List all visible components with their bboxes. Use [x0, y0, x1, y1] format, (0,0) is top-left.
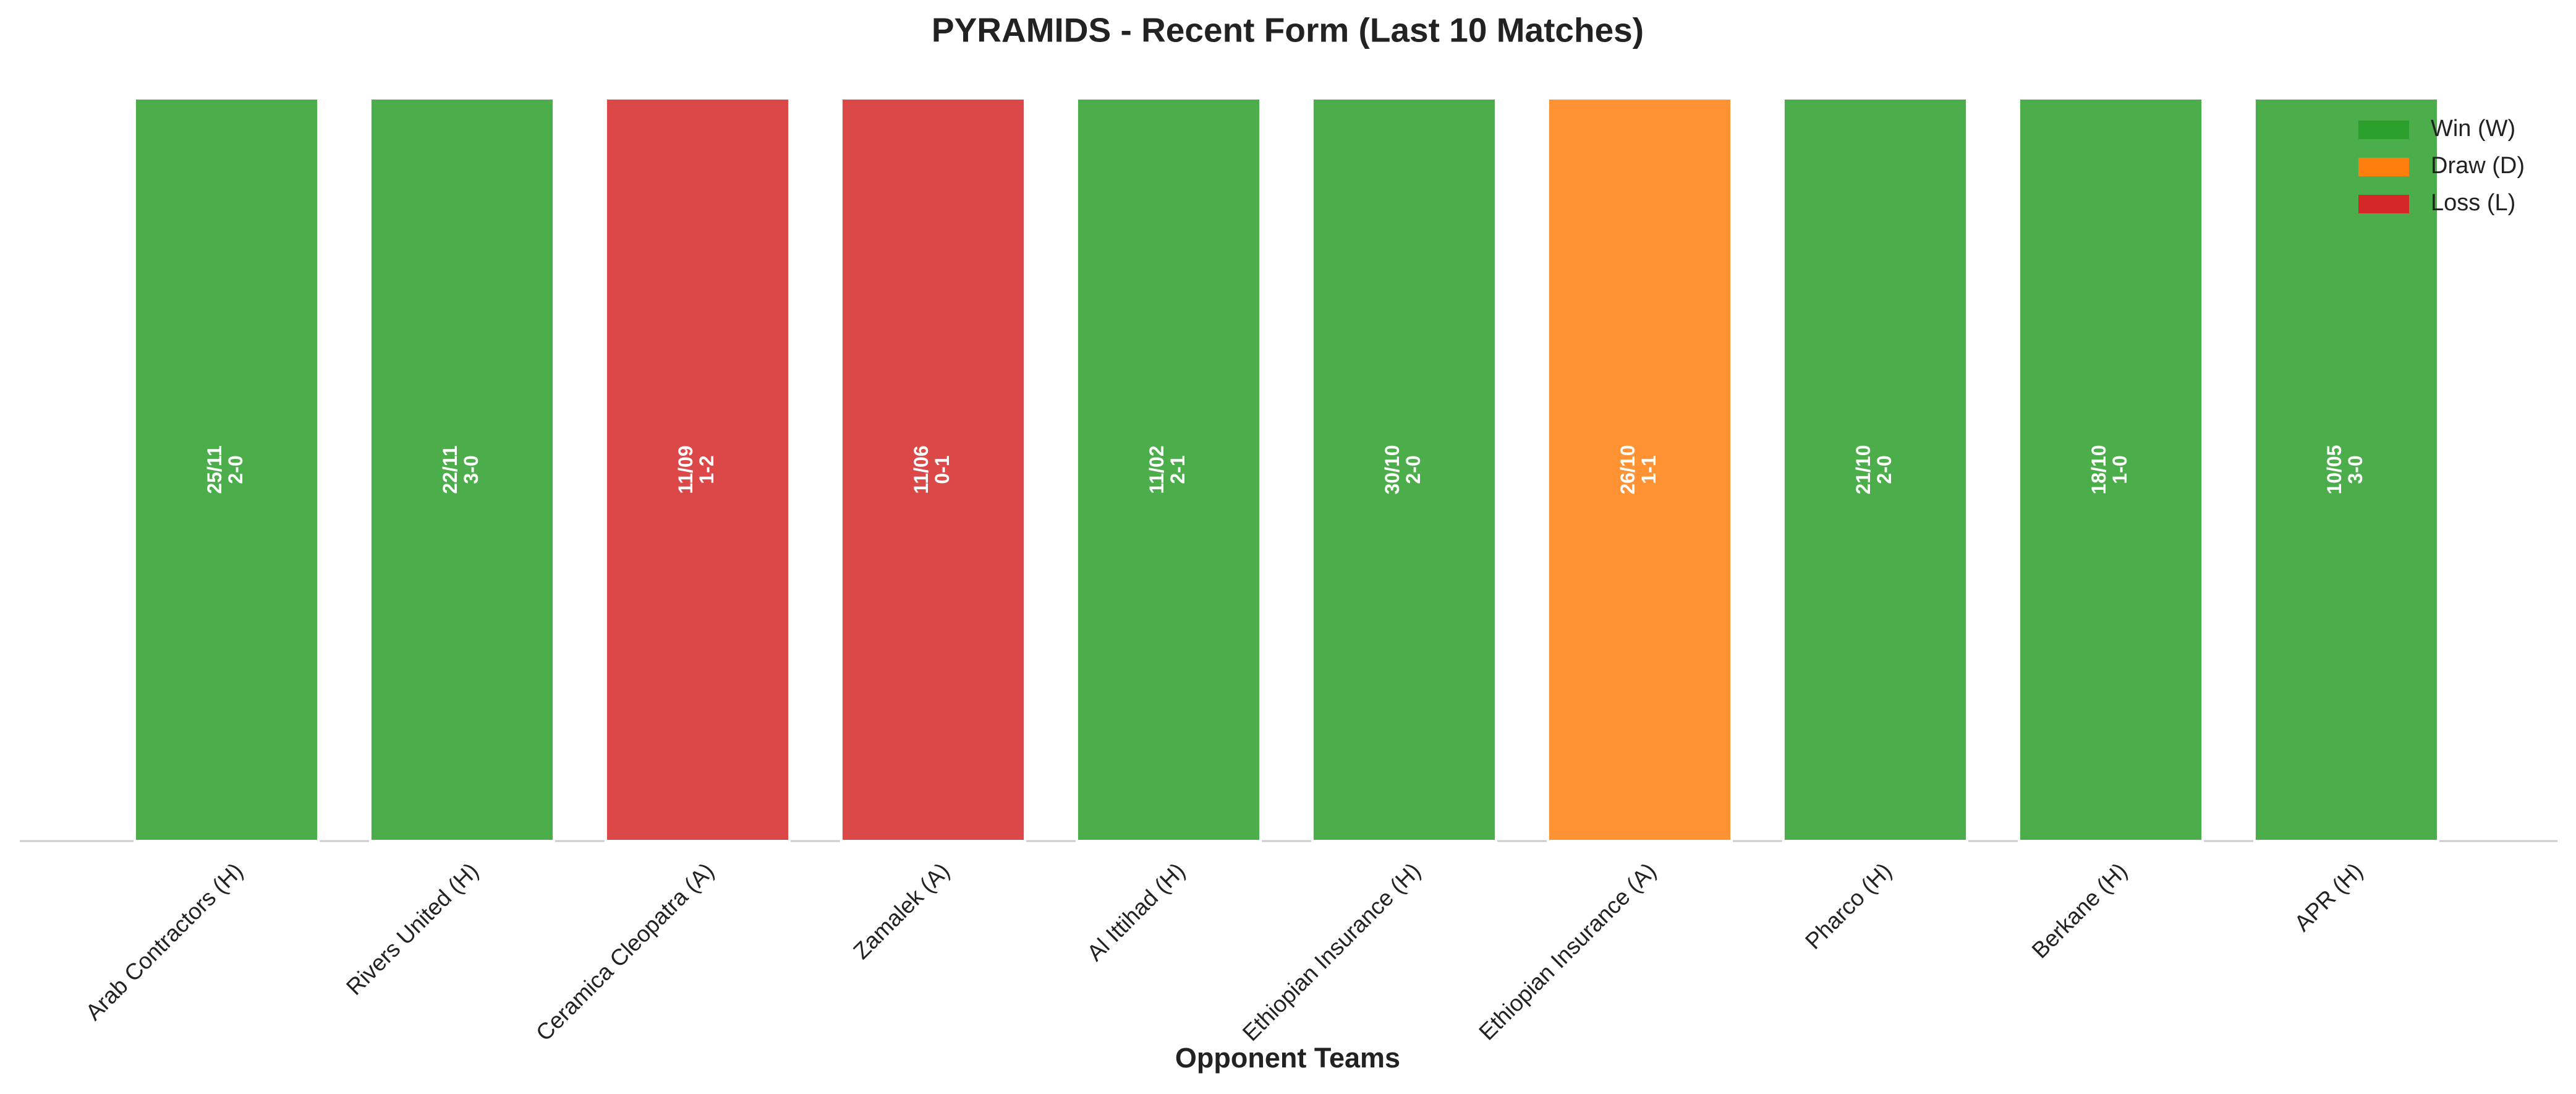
score-label: 1-1 — [1638, 455, 1660, 484]
date-label: 10/05 — [2323, 445, 2345, 494]
date-label: 30/10 — [1381, 445, 1403, 494]
date-label: 22/11 — [439, 445, 461, 494]
legend-swatch — [2358, 195, 2409, 213]
date-label: 11/09 — [674, 445, 697, 494]
bar — [604, 97, 791, 842]
legend-swatch — [2358, 121, 2409, 139]
date-label: 25/11 — [203, 445, 226, 494]
date-label: 21/10 — [1852, 445, 1874, 494]
bar — [1075, 97, 1262, 842]
score-label: 0-1 — [931, 455, 953, 484]
bar — [1311, 97, 1498, 842]
bar — [133, 97, 320, 842]
bar — [2253, 97, 2440, 842]
date-label: 26/10 — [1617, 445, 1639, 494]
date-label: 11/06 — [910, 445, 932, 494]
legend-label: Draw (D) — [2431, 153, 2525, 179]
score-label: 3-0 — [460, 455, 482, 484]
bar — [368, 97, 556, 842]
score-label: 2-0 — [1402, 455, 1424, 484]
bar — [840, 97, 1027, 842]
date-label: 11/02 — [1146, 445, 1168, 494]
bar — [1782, 97, 1969, 842]
bar — [1546, 97, 1733, 842]
legend-label: Win (W) — [2431, 116, 2515, 142]
bar — [2017, 97, 2204, 842]
score-label: 2-0 — [224, 455, 247, 484]
score-label: 1-0 — [2109, 455, 2131, 484]
chart-title: PYRAMIDS - Recent Form (Last 10 Matches) — [932, 11, 1644, 49]
score-label: 3-0 — [2344, 455, 2366, 484]
legend-swatch — [2358, 158, 2409, 176]
score-label: 1-2 — [695, 455, 718, 484]
legend-label: Loss (L) — [2431, 190, 2515, 216]
score-label: 2-0 — [1873, 455, 1895, 484]
date-label: 18/10 — [2088, 445, 2110, 494]
score-label: 2-1 — [1167, 455, 1189, 484]
x-axis-label: Opponent Teams — [1175, 1042, 1400, 1074]
